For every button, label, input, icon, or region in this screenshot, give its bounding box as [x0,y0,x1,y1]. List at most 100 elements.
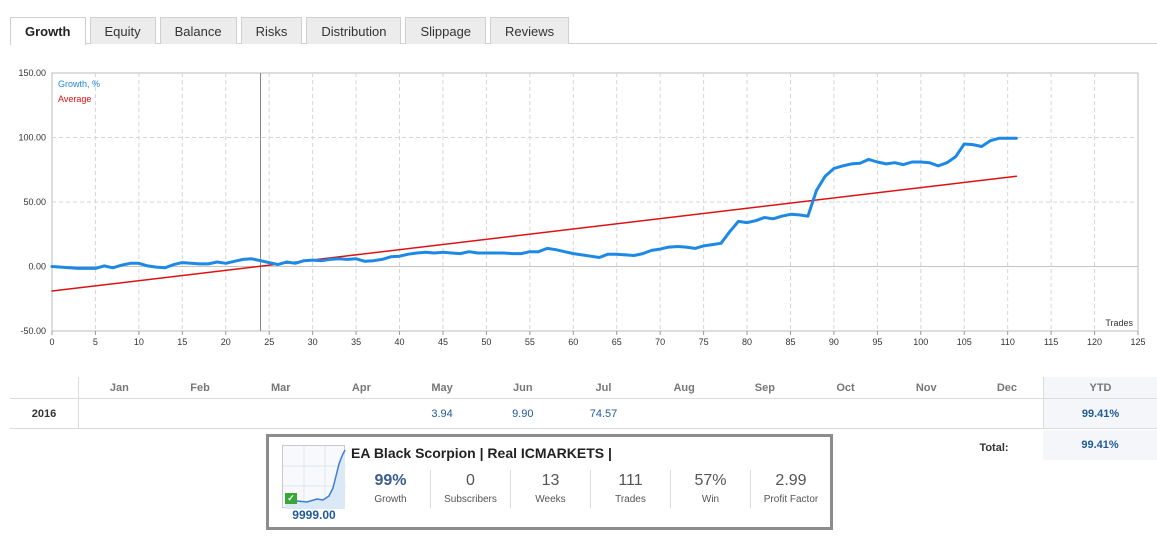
table-row: 2016 3.94 9.90 74.57 99.41% [10,399,1157,429]
x-tick-label: 85 [785,337,795,347]
month-value [79,399,160,428]
x-tick-label: 35 [351,337,361,347]
month-header: Dec [996,381,1017,394]
stat-value: 57% [694,472,727,489]
x-tick-label: 100 [913,337,928,347]
ytd-value: 99.41% [1043,399,1157,428]
month-header: Aug [673,381,695,394]
month-header: Jul [595,381,612,394]
month-value [886,399,967,428]
stat-weeks: 13 Weeks [511,470,591,508]
month-value [240,399,321,428]
x-tick-label: 120 [1087,337,1102,347]
month-value: 3.94 [431,407,453,420]
month-header: May [431,381,453,394]
stat-win: 57% Win [671,470,751,508]
average-line [51,175,1018,292]
growth-chart: 0 5 10 15 20 25 30 35 40 45 50 55 60 65 70 75 80 85 90 95 10… [18,68,1145,347]
tab-growth[interactable]: Growth [10,17,86,45]
stat-label: Win [701,494,720,505]
x-tick-label: 70 [655,337,665,347]
x-tick-label: 15 [177,337,187,347]
x-tick-label: 110 [1001,337,1015,347]
x-tick-label: 65 [612,337,622,347]
month-header: Nov [915,381,937,394]
x-tick-label: 40 [395,337,405,347]
month-header: Apr [351,381,371,394]
mini-growth-chart [283,446,346,509]
tab-distribution[interactable]: Distribution [306,17,402,44]
total-label: Total: [979,442,1009,454]
year-cell: 2016 [10,399,79,428]
x-tick-label: 60 [568,337,578,347]
y-tick-label: -50.00 [20,326,46,336]
x-tick-label: 5 [93,337,98,347]
signal-title[interactable]: EA Black Scorpion | Real ICMARKETS | [351,445,612,461]
stat-label: Weeks [535,494,566,505]
month-value [725,399,806,428]
month-value [967,399,1048,428]
legend-growth: Growth, % [58,79,100,89]
month-value [644,399,725,428]
month-value: 74.57 [589,407,618,420]
stat-label: Profit Factor [763,494,819,505]
x-tick-label: 115 [1044,337,1058,347]
stat-subscribers: 0 Subscribers [431,470,511,508]
signal-widget[interactable]: ✓ 9999.00 EA Black Scorpion | Real ICMAR… [266,434,833,530]
x-tick-label: 25 [264,337,274,347]
check-icon: ✓ [285,493,297,504]
x-tick-label: 30 [308,337,318,347]
signal-price: 9999.00 [292,508,336,522]
x-tick-label: 75 [699,337,709,347]
growth-line [50,136,1018,270]
x-tick-label: 10 [134,337,144,347]
stat-profit-factor: 2.99 Profit Factor [751,470,831,508]
y-tick-label: 50.00 [23,197,46,207]
month-value [321,399,402,428]
tab-reviews[interactable]: Reviews [490,17,570,44]
signal-thumbnail[interactable]: ✓ [282,445,346,509]
stat-value: 111 [618,472,643,489]
stat-label: Subscribers [444,494,497,505]
y-tick-label: 150.00 [18,68,46,78]
x-tick-label: 80 [742,337,752,347]
tab-equity[interactable]: Equity [89,17,156,44]
stat-value: 0 [466,472,475,489]
table-header-row: Jan Feb Mar Apr May Jun Jul Aug Sep Oct … [10,377,1157,399]
month-header: Feb [190,381,210,394]
x-tick-label: 90 [829,337,839,347]
ytd-header: YTD [1043,377,1157,398]
x-tick-label: 55 [525,337,535,347]
year-header [10,377,79,398]
month-header: Mar [270,381,291,394]
total-value: 99.41% [1043,430,1157,460]
month-header: Oct [836,381,855,394]
stat-growth: 99% Growth [351,470,431,508]
x-tick-label: 50 [481,337,491,347]
stat-value: 99% [374,472,407,489]
signal-stats: 99% Growth 0 Subscribers 13 Weeks 111 Tr… [351,470,831,508]
tab-slippage[interactable]: Slippage [405,17,487,44]
month-header: Jan [109,381,129,394]
legend-average: Average [58,94,91,104]
x-tick-label: 45 [438,337,448,347]
x-axis-label: Trades [1105,318,1133,328]
y-tick-label: 100.00 [18,133,46,143]
stat-label: Growth [374,494,407,505]
x-tick-label: 95 [872,337,882,347]
tab-risks[interactable]: Risks [240,17,303,44]
month-value: 9.90 [512,407,534,420]
month-value [160,399,241,428]
stat-value: 13 [541,472,560,489]
tabbar-divider [10,43,1157,44]
stat-value: 2.99 [775,472,807,489]
tab-balance[interactable]: Balance [159,17,237,44]
month-value [805,399,886,428]
x-tick-label: 125 [1130,337,1145,347]
tab-bar: Growth Equity Balance Risks Distribution… [10,17,573,45]
x-tick-label: 105 [957,337,972,347]
stat-label: Trades [615,494,646,505]
month-header: Sep [754,381,775,394]
y-tick-label: 0.00 [28,262,46,272]
x-tick-label: 0 [49,337,54,347]
